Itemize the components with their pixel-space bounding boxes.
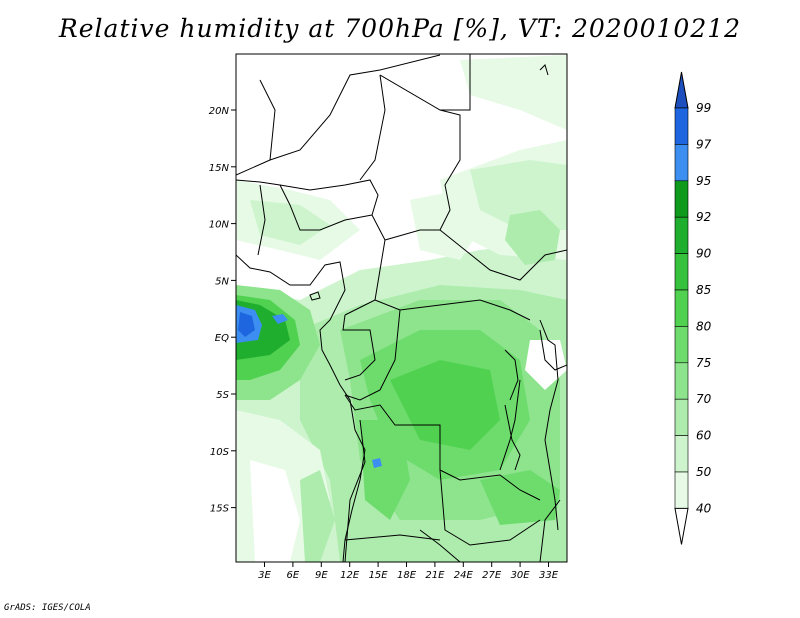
colorbar-box <box>674 107 689 145</box>
lon-tick-label: 6E <box>287 570 300 581</box>
colorbar-box <box>674 362 689 400</box>
colorbar-box <box>674 253 689 291</box>
colorbar-label: 50 <box>696 465 712 479</box>
lat-tick-label: 5N <box>215 276 229 287</box>
colorbar-label: 80 <box>696 319 712 333</box>
map-frame <box>235 53 568 563</box>
lon-tick-label: 33E <box>539 570 559 581</box>
lon-tick-label: 3E <box>258 570 271 581</box>
colorbar: 99 97 95 92 90 85 80 75 70 60 50 40 <box>674 71 712 545</box>
lat-tick-label: 20N <box>209 106 230 117</box>
colorbar-label: 92 <box>696 210 711 224</box>
colorbar-box <box>674 326 689 364</box>
colorbar-box <box>674 216 689 254</box>
grads-credit: GrADS: IGES/COLA <box>4 603 91 613</box>
lat-tick-label: 10S <box>210 447 230 458</box>
colorbar-top-arrow <box>674 71 689 109</box>
colorbar-label: 90 <box>696 247 712 261</box>
colorbar-label: 40 <box>696 501 712 515</box>
colorbar-box <box>674 180 689 218</box>
colorbar-bottom-arrow <box>674 507 689 545</box>
lon-tick-label: 9E <box>315 570 328 581</box>
lat-tick-label: EQ <box>215 333 229 344</box>
colorbar-box <box>674 398 689 436</box>
chart-title: Relative humidity at 700hPa [%], VT: 202… <box>58 14 742 43</box>
lat-tick-label: 10N <box>209 220 230 231</box>
colorbar-box <box>674 471 689 509</box>
lon-tick-label: 24E <box>454 570 474 581</box>
colorbar-label: 99 <box>696 101 711 115</box>
lon-tick-label: 12E <box>340 570 360 581</box>
colorbar-label: 85 <box>696 283 711 297</box>
colorbar-label: 97 <box>696 137 712 151</box>
colorbar-label: 60 <box>696 429 712 443</box>
latitude-axis: 20N 15N 10N 5N EQ 5S 10S 15S <box>209 106 236 515</box>
lon-tick-label: 27E <box>482 570 502 581</box>
colorbar-label: 95 <box>696 174 711 188</box>
lon-tick-label: 21E <box>425 570 445 581</box>
colorbar-box <box>674 289 689 327</box>
lat-tick-label: 5S <box>216 390 229 401</box>
lat-tick-label: 15N <box>209 163 230 174</box>
colorbar-label: 70 <box>696 392 712 406</box>
lon-tick-label: 15E <box>369 570 389 581</box>
coastline <box>236 64 559 562</box>
longitude-axis: 3E 6E 9E 12E 15E 18E 21E 24E 27E 30E 33E <box>258 562 559 581</box>
colorbar-box <box>674 435 689 473</box>
colorbar-box <box>674 144 689 182</box>
lat-tick-label: 15S <box>210 504 230 515</box>
colorbar-label: 75 <box>696 356 711 370</box>
lon-tick-label: 30E <box>511 570 531 581</box>
lon-tick-label: 18E <box>397 570 417 581</box>
humidity-field <box>236 54 567 562</box>
